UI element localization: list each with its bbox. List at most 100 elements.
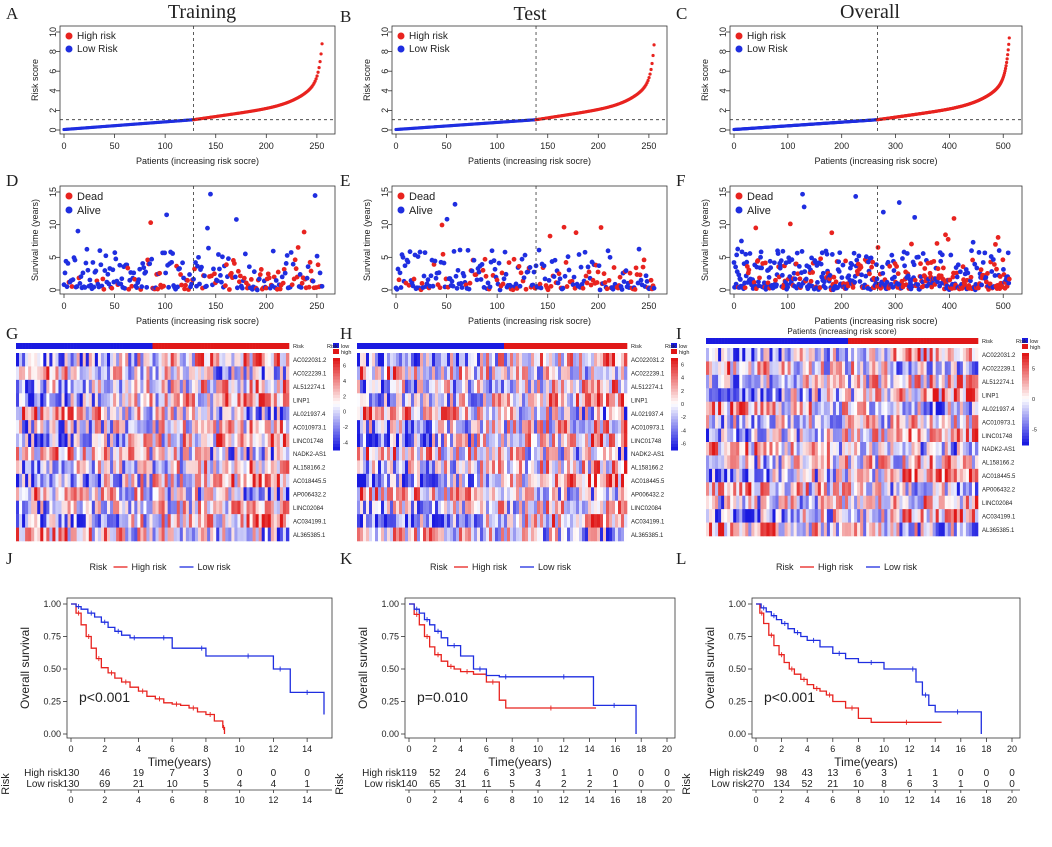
heatmap-cell-g bbox=[22, 353, 25, 367]
heatmap-cell-h bbox=[576, 447, 579, 461]
heatmap-cell-g bbox=[140, 474, 143, 488]
risk-bar-cell-h bbox=[450, 343, 453, 349]
heatmap-cell-g bbox=[101, 353, 104, 367]
heatmap-cell-g bbox=[271, 474, 274, 488]
heatmap-cell-g bbox=[92, 447, 95, 461]
heatmap-cell-h bbox=[462, 434, 465, 448]
heatmap-cell-g bbox=[180, 528, 183, 542]
heatmap-cell-h bbox=[483, 393, 486, 407]
heatmap-cell-h bbox=[381, 460, 384, 474]
heatmap-cell-h bbox=[507, 366, 510, 380]
heatmap-cell-g bbox=[89, 407, 92, 421]
heatmap-cell-h bbox=[576, 501, 579, 515]
heatmap-cell-h bbox=[534, 514, 537, 528]
heatmap-cell-h bbox=[606, 487, 609, 501]
heatmap-cell-g bbox=[189, 487, 192, 501]
heatmap-cell-h bbox=[549, 474, 552, 488]
heatmap-cell-h bbox=[489, 514, 492, 528]
surv-point-e bbox=[437, 270, 442, 275]
heatmap-cell-h bbox=[495, 407, 498, 421]
heatmap-cell-g bbox=[237, 366, 240, 380]
heatmap-cell-g bbox=[62, 380, 65, 394]
surv-point-d bbox=[255, 288, 260, 293]
heatmap-cell-h bbox=[567, 393, 570, 407]
heatmap-cell-g bbox=[46, 447, 49, 461]
surv-point-d bbox=[234, 217, 239, 222]
surv-d-xtick-label: 150 bbox=[208, 301, 223, 311]
heatmap-cell-g bbox=[137, 514, 140, 528]
heatmap-cell-h bbox=[555, 514, 558, 528]
heatmap-cell-g bbox=[247, 434, 250, 448]
heatmap-cell-g bbox=[280, 474, 283, 488]
heatmap-cell-h bbox=[603, 434, 606, 448]
heatmap-cell-g bbox=[74, 447, 77, 461]
heatmap-cell-g bbox=[125, 407, 128, 421]
heatmap-cell-h bbox=[603, 447, 606, 461]
heatmap-cell-g bbox=[58, 514, 61, 528]
heatmap-cell-h bbox=[501, 366, 504, 380]
heatmap-cell-h bbox=[408, 420, 411, 434]
heatmap-cell-h bbox=[420, 407, 423, 421]
heatmap-cell-h bbox=[519, 434, 522, 448]
heatmap-cell-g bbox=[74, 407, 77, 421]
heatmap-cell-g bbox=[165, 366, 168, 380]
heatmap-cell-h bbox=[516, 353, 519, 367]
legend-low-marker-b bbox=[398, 46, 405, 53]
heatmap-cell-g bbox=[265, 353, 268, 367]
risk-bar-cell-h bbox=[378, 343, 381, 349]
heatmap-cell-g bbox=[247, 460, 250, 474]
heatmap-cell-h bbox=[561, 434, 564, 448]
heatmap-cell-h bbox=[474, 487, 477, 501]
heatmap-cell-h bbox=[606, 447, 609, 461]
heatmap-cell-g bbox=[128, 487, 131, 501]
heatmap-cell-g bbox=[22, 487, 25, 501]
heatmap-cell-g bbox=[62, 460, 65, 474]
heatmap-cell-g bbox=[40, 447, 43, 461]
heatmap-cell-g bbox=[16, 407, 19, 421]
heatmap-cell-g bbox=[65, 528, 68, 542]
heatmap-cell-g bbox=[34, 474, 37, 488]
heatmap-cell-h bbox=[471, 393, 474, 407]
heatmap-cell-g bbox=[195, 434, 198, 448]
heatmap-cell-h bbox=[573, 514, 576, 528]
heatmap-cell-g bbox=[259, 460, 262, 474]
risk-point-c bbox=[1006, 53, 1009, 56]
surv-point-e bbox=[649, 278, 654, 283]
heatmap-cell-h bbox=[357, 474, 360, 488]
surv-point-d bbox=[212, 271, 217, 276]
heatmap-cell-h bbox=[372, 514, 375, 528]
heatmap-cell-g bbox=[186, 407, 189, 421]
heatmap-cell-g bbox=[86, 447, 89, 461]
heatmap-cell-h bbox=[579, 460, 582, 474]
surv-point-f bbox=[850, 262, 855, 267]
heatmap-cell-g bbox=[162, 420, 165, 434]
heatmap-cell-h bbox=[411, 474, 414, 488]
heatmap-cell-g bbox=[52, 393, 55, 407]
risk-bar-cell-g bbox=[265, 343, 268, 349]
heatmap-cell-h bbox=[402, 380, 405, 394]
heatmap-cell-g bbox=[101, 460, 104, 474]
heatmap-cell-h bbox=[438, 366, 441, 380]
heatmap-cell-g bbox=[16, 393, 19, 407]
heatmap-cell-h bbox=[555, 366, 558, 380]
heatmap-cell-g bbox=[110, 447, 113, 461]
heatmap-cell-g bbox=[125, 380, 128, 394]
heatmap-cell-g bbox=[219, 474, 222, 488]
heatmap-cell-g bbox=[210, 474, 213, 488]
surv-point-d bbox=[164, 212, 169, 217]
heatmap-cell-g bbox=[195, 393, 198, 407]
heatmap-cell-g bbox=[177, 528, 180, 542]
risk-point-a bbox=[315, 74, 318, 77]
heatmap-cell-h bbox=[414, 353, 417, 367]
heatmap-cell-g bbox=[234, 420, 237, 434]
heatmap-cell-h bbox=[624, 447, 627, 461]
heatmap-cell-h bbox=[510, 460, 513, 474]
surv-f-xtick-label: 0 bbox=[731, 301, 736, 311]
heatmap-cell-h bbox=[375, 407, 378, 421]
colorscale-step-g bbox=[333, 367, 340, 371]
heatmap-cell-h bbox=[489, 460, 492, 474]
surv-point-f bbox=[829, 230, 834, 235]
risk-bar-cell-h bbox=[537, 343, 540, 349]
heatmap-cell-h bbox=[468, 434, 471, 448]
heatmap-cell-h bbox=[402, 353, 405, 367]
